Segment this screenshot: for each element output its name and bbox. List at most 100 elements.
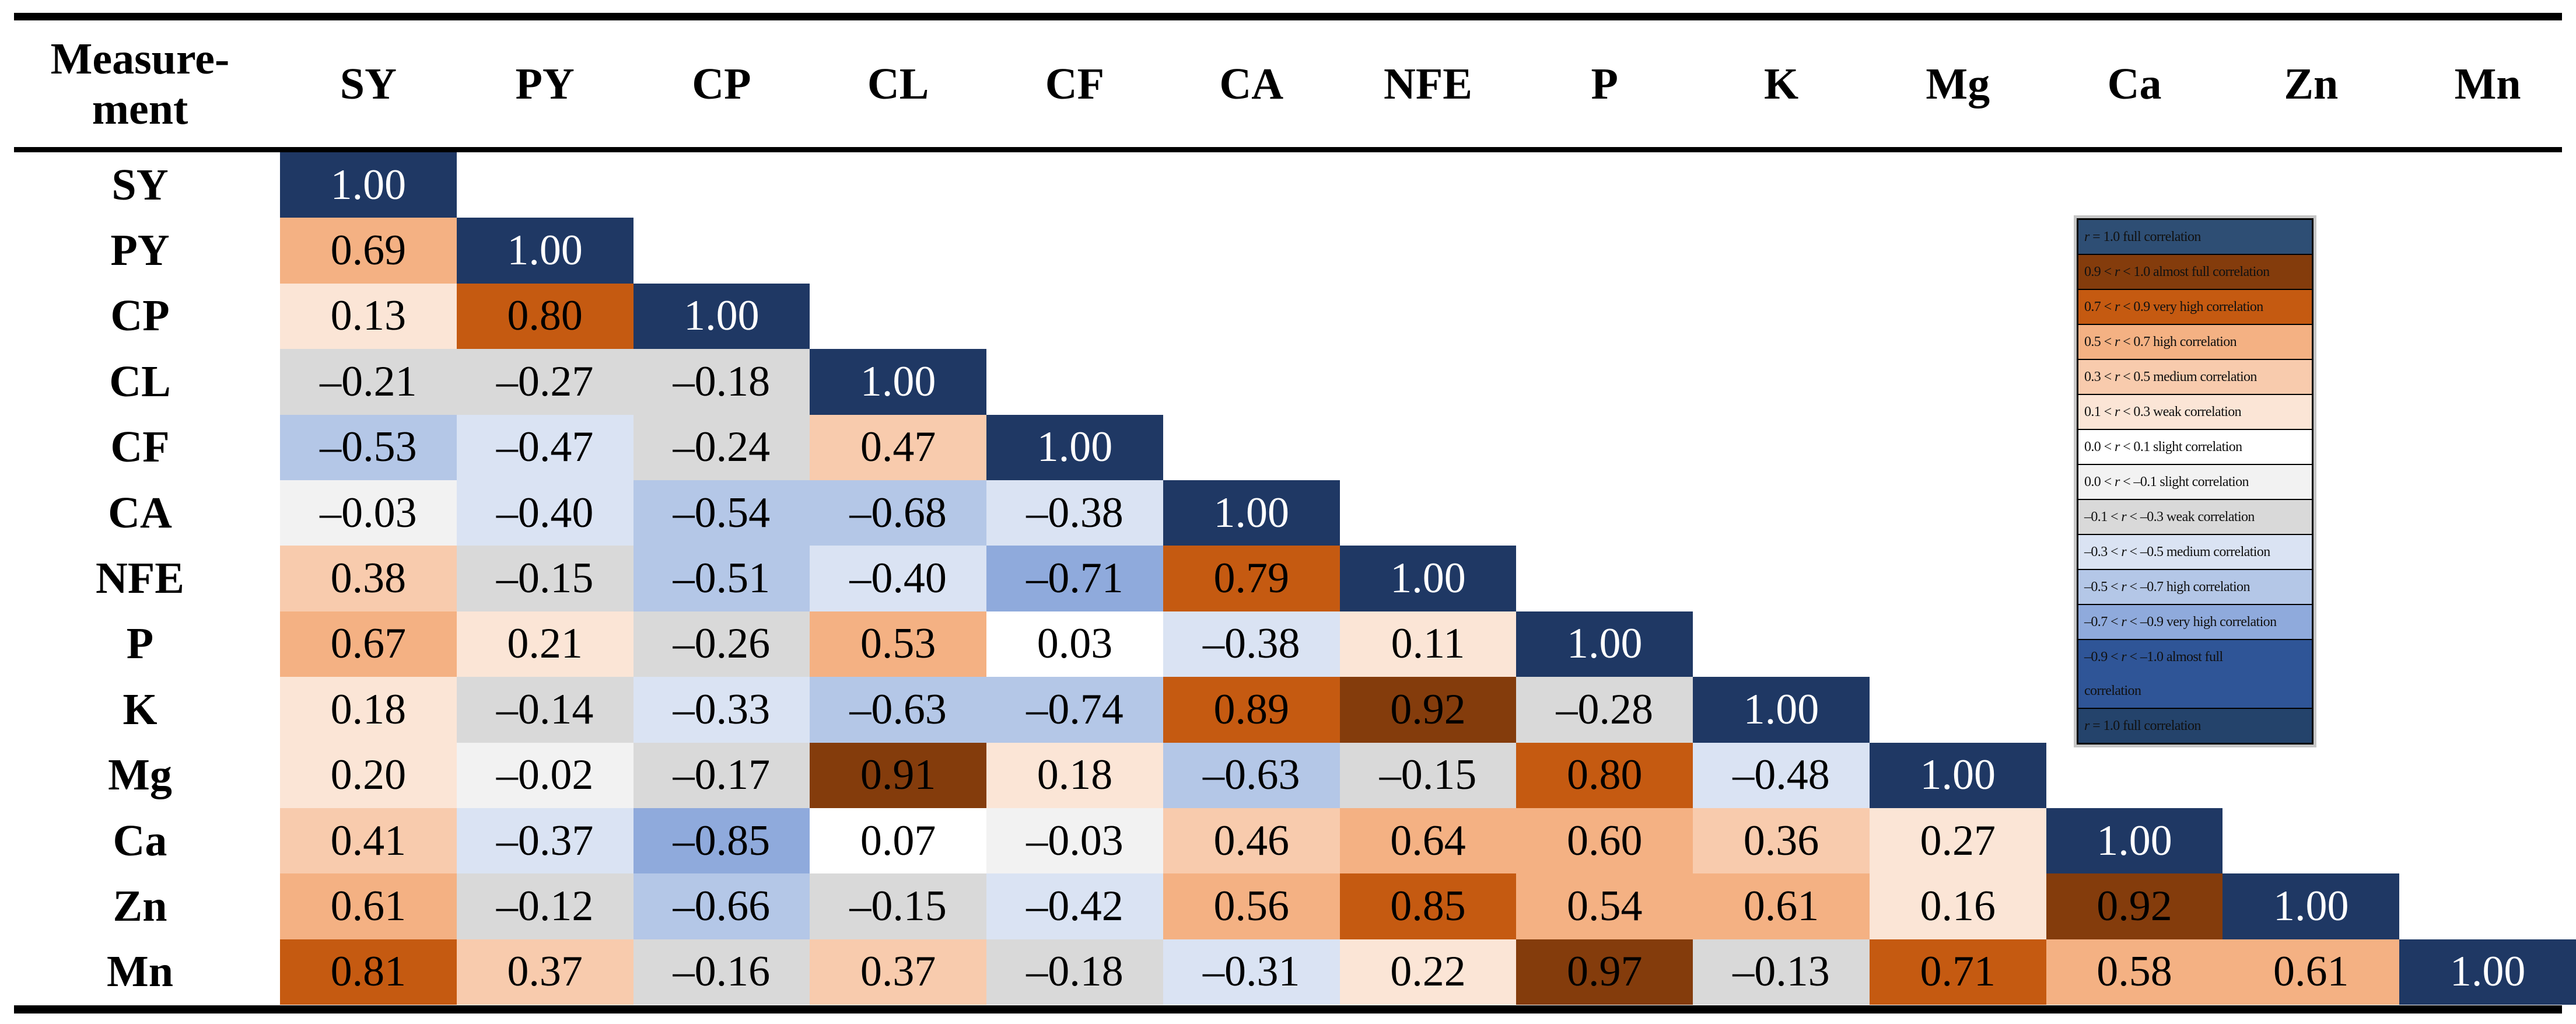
legend-item-9: –0.3 < r < –0.5 medium correlation [2078,535,2312,570]
column-header-Mg: Mg [1926,60,1990,109]
column-header-CF: CF [1045,60,1105,109]
matrix-cell-CL-PY: –0.27 [456,349,634,415]
matrix-cell-Ca-CL: 0.07 [810,808,987,874]
table-top-rule [14,13,2562,20]
legend-item-5: 0.1 < r < 0.3 weak correlation [2078,395,2312,430]
matrix-cell-empty [2399,480,2576,546]
legend-item-13: r = 1.0 full correlation [2078,709,2312,743]
matrix-cell-empty [634,152,810,218]
row-label-K: K [123,684,158,734]
matrix-cell-K-CA: 0.89 [1163,677,1340,743]
matrix-cell-empty [810,284,986,349]
matrix-cell-Ca-NFE: 0.64 [1339,808,1517,874]
matrix-cell-Ca-CF: –0.03 [986,808,1163,874]
corner-header-line2: ment [92,85,188,134]
matrix-cell-NFE-CF: –0.71 [986,546,1163,611]
matrix-cell-empty [2399,808,2576,873]
matrix-cell-P-PY: 0.21 [456,611,634,677]
matrix-cell-empty [1870,284,2046,349]
matrix-cell-Mn-CA: –0.31 [1163,939,1340,1005]
column-header-CA: CA [1219,60,1284,109]
row-label-CA: CA [108,488,172,537]
matrix-cell-empty [986,152,1163,218]
matrix-cell-empty [1516,546,1693,611]
matrix-cell-empty [1516,152,1693,218]
matrix-cell-empty [2399,349,2576,414]
matrix-cell-empty [1163,284,1340,349]
matrix-cell-Ca-K: 0.36 [1693,808,1870,874]
column-header-Ca: Ca [2107,60,2162,109]
matrix-cell-empty [1693,152,1870,218]
matrix-cell-empty [1870,349,2046,414]
matrix-cell-Mn-CP: –0.16 [633,939,810,1005]
matrix-cell-empty [986,284,1163,349]
matrix-cell-empty [1163,152,1340,218]
matrix-cell-empty [2222,808,2399,873]
matrix-cell-empty [2399,611,2576,677]
matrix-cell-K-CF: –0.74 [986,677,1163,743]
matrix-cell-Ca-CA: 0.46 [1163,808,1340,874]
matrix-cell-Mg-K: –0.48 [1693,742,1870,808]
matrix-cell-empty [1516,480,1693,546]
legend-item-3: 0.5 < r < 0.7 high correlation [2078,325,2312,360]
matrix-cell-Mn-Mg: 0.71 [1869,939,2046,1005]
matrix-cell-CA-CL: –0.68 [810,480,987,546]
matrix-cell-CP-PY: 0.80 [456,283,634,350]
matrix-cell-P-CP: –0.26 [633,611,810,677]
matrix-cell-Zn-NFE: 0.85 [1339,873,1517,939]
row-label-CF: CF [110,422,170,472]
matrix-cell-CL-CP: –0.18 [633,349,810,415]
matrix-cell-Ca-CP: –0.85 [633,808,810,874]
matrix-cell-empty [1693,611,1870,677]
matrix-cell-empty [2222,743,2399,808]
legend-item-8: –0.1 < r < –0.3 weak correlation [2078,500,2312,535]
matrix-cell-Zn-CL: –0.15 [810,873,987,939]
legend-item-6: 0.0 < r < 0.1 slight correlation [2078,430,2312,465]
row-label-CL: CL [109,357,171,406]
matrix-cell-NFE-CA: 0.79 [1163,546,1340,611]
matrix-cell-Mg-P: 0.80 [1516,742,1693,808]
matrix-cell-empty [634,218,810,283]
matrix-cell-CA-SY: –0.03 [280,480,457,546]
matrix-cell-CA-CP: –0.54 [633,480,810,546]
matrix-cell-empty [1340,480,1517,546]
matrix-cell-empty [2399,546,2576,611]
matrix-cell-CF-CF: 1.00 [986,414,1163,480]
matrix-cell-PY-PY: 1.00 [456,218,634,284]
matrix-cell-empty [1870,677,2046,742]
matrix-cell-Mn-NFE: 0.22 [1339,939,1517,1005]
matrix-cell-empty [2399,677,2576,742]
row-label-Ca: Ca [113,816,167,865]
matrix-cell-empty [1516,218,1693,283]
matrix-cell-empty [2399,218,2576,283]
matrix-cell-empty [2399,415,2576,480]
matrix-cell-NFE-PY: –0.15 [456,546,634,611]
correlation-matrix: SY 1.00 PY 0.69 1.00 CP 0.13 0.80 1.00 CL –0.21 –0.… [0,152,2576,1005]
matrix-cell-empty [1340,152,1517,218]
row-label-P: P [126,619,154,669]
matrix-cell-K-K: 1.00 [1693,677,1870,743]
matrix-cell-CP-CP: 1.00 [633,283,810,350]
row-label-Zn: Zn [113,881,167,931]
matrix-cell-Mg-CF: 0.18 [986,742,1163,808]
matrix-cell-empty [1870,480,2046,546]
matrix-cell-empty [986,349,1163,414]
matrix-cell-Mg-NFE: –0.15 [1339,742,1517,808]
matrix-cell-Mg-CP: –0.17 [633,742,810,808]
matrix-cell-Ca-Ca: 1.00 [2046,808,2223,874]
matrix-cell-Ca-SY: 0.41 [280,808,457,874]
table-header-row: Measure- ment SY PY CP CL CF CA NFE P K Mg Ca Zn Mn [0,21,2576,147]
legend-item-11: –0.7 < r < –0.9 very high correlation [2078,605,2312,640]
matrix-cell-empty [2399,284,2576,349]
matrix-cell-CA-CA: 1.00 [1163,480,1340,546]
column-header-PY: PY [515,60,575,109]
matrix-cell-P-CL: 0.53 [810,611,987,677]
matrix-cell-empty [810,218,986,283]
row-label-NFE: NFE [96,554,184,603]
matrix-cell-CL-SY: –0.21 [280,349,457,415]
matrix-cell-P-CA: –0.38 [1163,611,1340,677]
matrix-cell-Zn-K: 0.61 [1693,873,1870,939]
matrix-cell-NFE-SY: 0.38 [280,546,457,611]
matrix-cell-Mg-CA: –0.63 [1163,742,1340,808]
